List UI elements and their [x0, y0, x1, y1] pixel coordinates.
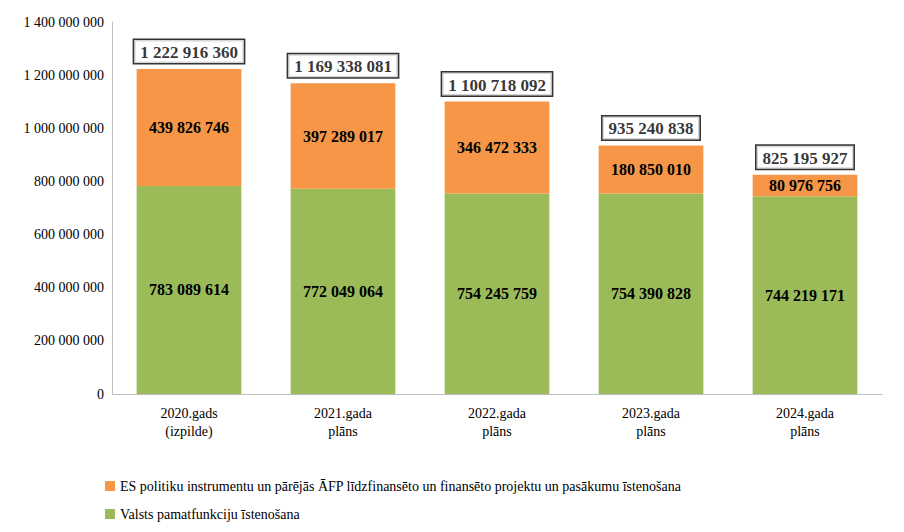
svg-text:1 222 916 360: 1 222 916 360 — [140, 43, 238, 62]
svg-text:1 169 338 081: 1 169 338 081 — [294, 57, 392, 76]
svg-text:180 850 010: 180 850 010 — [611, 161, 691, 178]
svg-text:744 219 171: 744 219 171 — [765, 287, 845, 304]
svg-text:772 049 064: 772 049 064 — [303, 283, 383, 300]
svg-text:(izpilde): (izpilde) — [165, 424, 213, 440]
svg-text:825 195 927: 825 195 927 — [763, 149, 849, 168]
svg-text:783 089 614: 783 089 614 — [149, 281, 229, 298]
svg-text:Valsts pamatfunkciju īstenošan: Valsts pamatfunkciju īstenošana — [120, 507, 300, 522]
svg-text:plāns: plāns — [482, 424, 512, 439]
svg-text:754 245 759: 754 245 759 — [457, 285, 537, 302]
svg-text:397 289 017: 397 289 017 — [303, 128, 383, 145]
svg-text:plāns: plāns — [328, 424, 358, 439]
svg-text:346 472 333: 346 472 333 — [457, 139, 537, 156]
svg-text:754 390 828: 754 390 828 — [611, 285, 691, 302]
svg-text:1 200 000 000: 1 200 000 000 — [24, 68, 105, 83]
svg-text:80 976 756: 80 976 756 — [769, 177, 841, 194]
svg-text:439 826 746: 439 826 746 — [149, 119, 229, 136]
svg-text:1 100 718 092: 1 100 718 092 — [448, 76, 546, 95]
svg-text:1 000 000 000: 1 000 000 000 — [24, 121, 105, 136]
svg-text:plāns: plāns — [790, 424, 820, 439]
svg-text:2021.gada: 2021.gada — [314, 406, 373, 421]
svg-text:800 000 000: 800 000 000 — [34, 174, 104, 189]
svg-text:2024.gada: 2024.gada — [776, 406, 835, 421]
svg-text:400 000 000: 400 000 000 — [34, 280, 104, 295]
svg-text:plāns: plāns — [636, 424, 666, 439]
svg-text:2020.gads: 2020.gads — [160, 406, 217, 421]
svg-text:600 000 000: 600 000 000 — [34, 227, 104, 242]
svg-text:1 400 000 000: 1 400 000 000 — [24, 15, 105, 30]
svg-text:935 240 838: 935 240 838 — [609, 119, 694, 138]
svg-text:0: 0 — [97, 387, 104, 402]
svg-text:200 000 000: 200 000 000 — [34, 333, 104, 348]
svg-text:2022.gada: 2022.gada — [468, 406, 527, 421]
svg-text:ES politiku instrumentu un pār: ES politiku instrumentu un pārējās ĀFP l… — [120, 479, 682, 494]
svg-text:2023.gada: 2023.gada — [622, 406, 681, 421]
